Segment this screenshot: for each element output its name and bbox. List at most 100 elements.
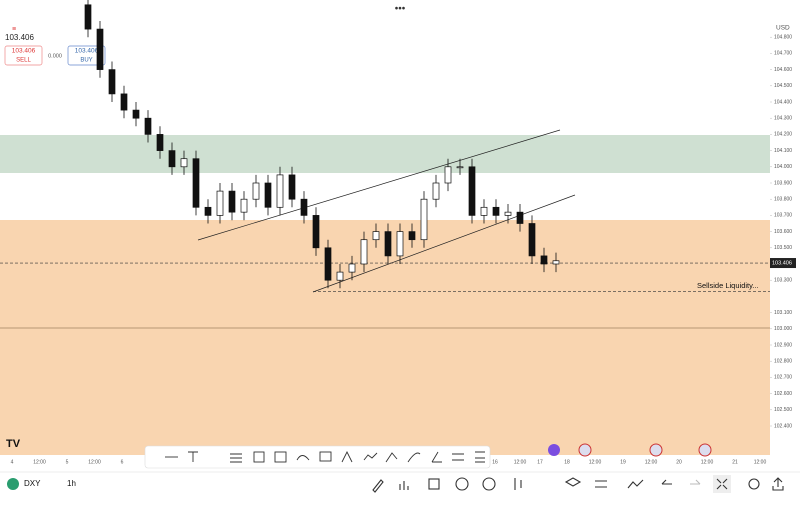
symbol-icon[interactable] xyxy=(7,478,19,490)
candle-body xyxy=(540,255,548,265)
candle-body xyxy=(192,158,200,208)
candle-body xyxy=(276,174,284,208)
candle-body xyxy=(312,215,320,249)
spread: 0.000 xyxy=(48,53,62,59)
y-tick-label: 104.100 xyxy=(774,148,792,154)
last-price: 103.406 xyxy=(5,33,34,42)
x-tick-label: 16 xyxy=(492,459,498,465)
candle-body xyxy=(96,28,104,70)
candle-body xyxy=(84,4,92,30)
x-tick-label: 4 xyxy=(11,459,14,465)
price-badge xyxy=(770,258,796,269)
bottom-icons[interactable] xyxy=(372,475,784,493)
event-icon[interactable] xyxy=(548,444,560,456)
candle-body xyxy=(288,174,296,200)
liquidity-label: Sellside Liquidity... xyxy=(697,281,759,290)
x-tick-label: 12:00 xyxy=(754,459,767,465)
logo: TV xyxy=(6,438,21,450)
candle-body xyxy=(240,198,248,213)
candle-body xyxy=(468,166,476,216)
y-tick-label: 104.600 xyxy=(774,67,792,73)
candle-body xyxy=(132,109,140,119)
x-tick-label: 6 xyxy=(121,459,124,465)
symbol[interactable]: DXY xyxy=(24,479,41,488)
candle-body xyxy=(456,166,464,169)
candle-body xyxy=(492,206,500,216)
y-tick-label: 104.200 xyxy=(774,132,792,138)
buy-price: 103.406 xyxy=(75,48,99,55)
candle-body xyxy=(108,69,116,95)
x-tick-label: 18 xyxy=(564,459,570,465)
x-tick-label: 12:00 xyxy=(33,459,46,465)
event-icon[interactable] xyxy=(578,443,592,457)
candle-body xyxy=(216,190,224,216)
y-tick-label: 103.300 xyxy=(774,278,792,284)
sell-label: SELL xyxy=(16,58,31,64)
y-tick-label: 104.300 xyxy=(774,116,792,122)
candle-body xyxy=(360,239,368,265)
candle-body xyxy=(324,247,332,281)
candle-body xyxy=(204,206,212,216)
candle-body xyxy=(432,182,440,200)
candle-body xyxy=(516,211,524,224)
sell-price: 103.406 xyxy=(12,48,36,55)
drawing-toolbar xyxy=(144,445,491,469)
buy-label: BUY xyxy=(80,58,92,64)
y-tick-label: 103.600 xyxy=(774,229,792,235)
event-icon[interactable] xyxy=(649,443,663,457)
price-badge-label: 103.406 xyxy=(772,260,792,266)
y-tick-label: 103.800 xyxy=(774,197,792,203)
candle-body xyxy=(552,260,560,265)
x-tick-label: 17 xyxy=(537,459,543,465)
currency[interactable]: USD xyxy=(776,25,790,32)
candle-body xyxy=(228,190,236,213)
demand-zone xyxy=(0,220,770,455)
x-tick-label: 12:00 xyxy=(701,459,714,465)
candle-body xyxy=(444,166,452,184)
candle-body xyxy=(348,263,356,273)
y-tick-label: 102.900 xyxy=(774,342,792,348)
y-tick-label: 102.800 xyxy=(774,359,792,365)
candle-body xyxy=(396,231,404,257)
candle-body xyxy=(168,150,176,168)
y-tick-label: 104.500 xyxy=(774,83,792,89)
y-tick-label: 102.500 xyxy=(774,407,792,413)
trend-line xyxy=(197,129,561,241)
y-tick-label: 103.700 xyxy=(774,213,792,219)
candle-body xyxy=(156,134,164,151)
x-tick-label: 12:00 xyxy=(589,459,602,465)
candle-body xyxy=(264,182,272,208)
x-tick-label: 12:00 xyxy=(645,459,658,465)
candle-body xyxy=(372,231,380,241)
y-tick-label: 104.700 xyxy=(774,51,792,57)
candle-body xyxy=(300,198,308,216)
candle-body xyxy=(420,198,428,241)
y-tick-label: 103.000 xyxy=(774,326,792,332)
toolbar-icons[interactable] xyxy=(165,450,485,463)
y-tick-label: 104.400 xyxy=(774,99,792,105)
y-tick-label: 103.100 xyxy=(774,310,792,316)
x-tick-label: 12:00 xyxy=(514,459,527,465)
x-tick-label: 20 xyxy=(676,459,682,465)
y-tick-label: 104.800 xyxy=(774,35,792,41)
y-tick-label: 102.600 xyxy=(774,391,792,397)
y-tick-label: 102.400 xyxy=(774,423,792,429)
candle-body xyxy=(144,117,152,135)
event-icon[interactable] xyxy=(698,443,712,457)
candle-body xyxy=(408,231,416,241)
candle-body xyxy=(480,206,488,216)
candle-body xyxy=(384,231,392,257)
y-tick-label: 103.500 xyxy=(774,245,792,251)
x-tick-label: 12:00 xyxy=(88,459,101,465)
interval[interactable]: 1h xyxy=(67,479,76,488)
icon[interactable]: ≡ xyxy=(12,26,16,33)
supply-zone xyxy=(0,135,770,173)
menu-dots[interactable]: ••• xyxy=(395,4,406,15)
sell-button[interactable] xyxy=(4,45,43,66)
buy-button[interactable] xyxy=(67,45,106,66)
x-tick-label: 19 xyxy=(620,459,626,465)
trend-line xyxy=(312,194,576,293)
x-tick-label: 21 xyxy=(732,459,738,465)
candle-body xyxy=(120,93,128,111)
